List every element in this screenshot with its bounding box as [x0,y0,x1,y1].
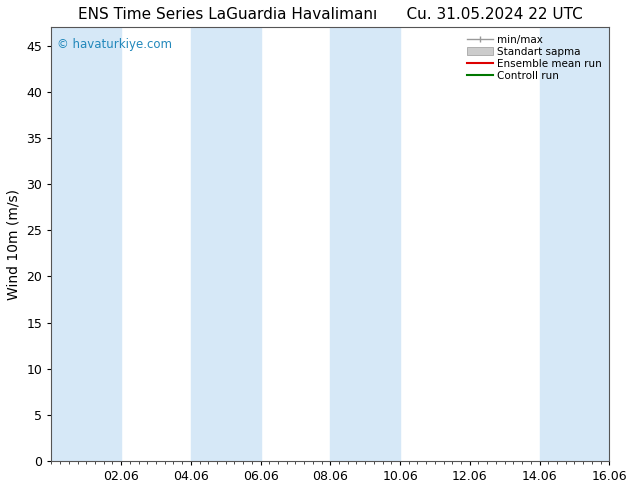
Bar [540,27,609,461]
Y-axis label: Wind 10m (m/s): Wind 10m (m/s) [7,189,21,300]
Bar [330,27,400,461]
Title: ENS Time Series LaGuardia Havalimanı      Cu. 31.05.2024 22 UTC: ENS Time Series LaGuardia Havalimanı Cu.… [78,7,583,22]
Bar [51,27,121,461]
Text: © havaturkiye.com: © havaturkiye.com [57,38,172,51]
Legend: min/max, Standart sapma, Ensemble mean run, Controll run: min/max, Standart sapma, Ensemble mean r… [465,32,604,83]
Bar [191,27,261,461]
